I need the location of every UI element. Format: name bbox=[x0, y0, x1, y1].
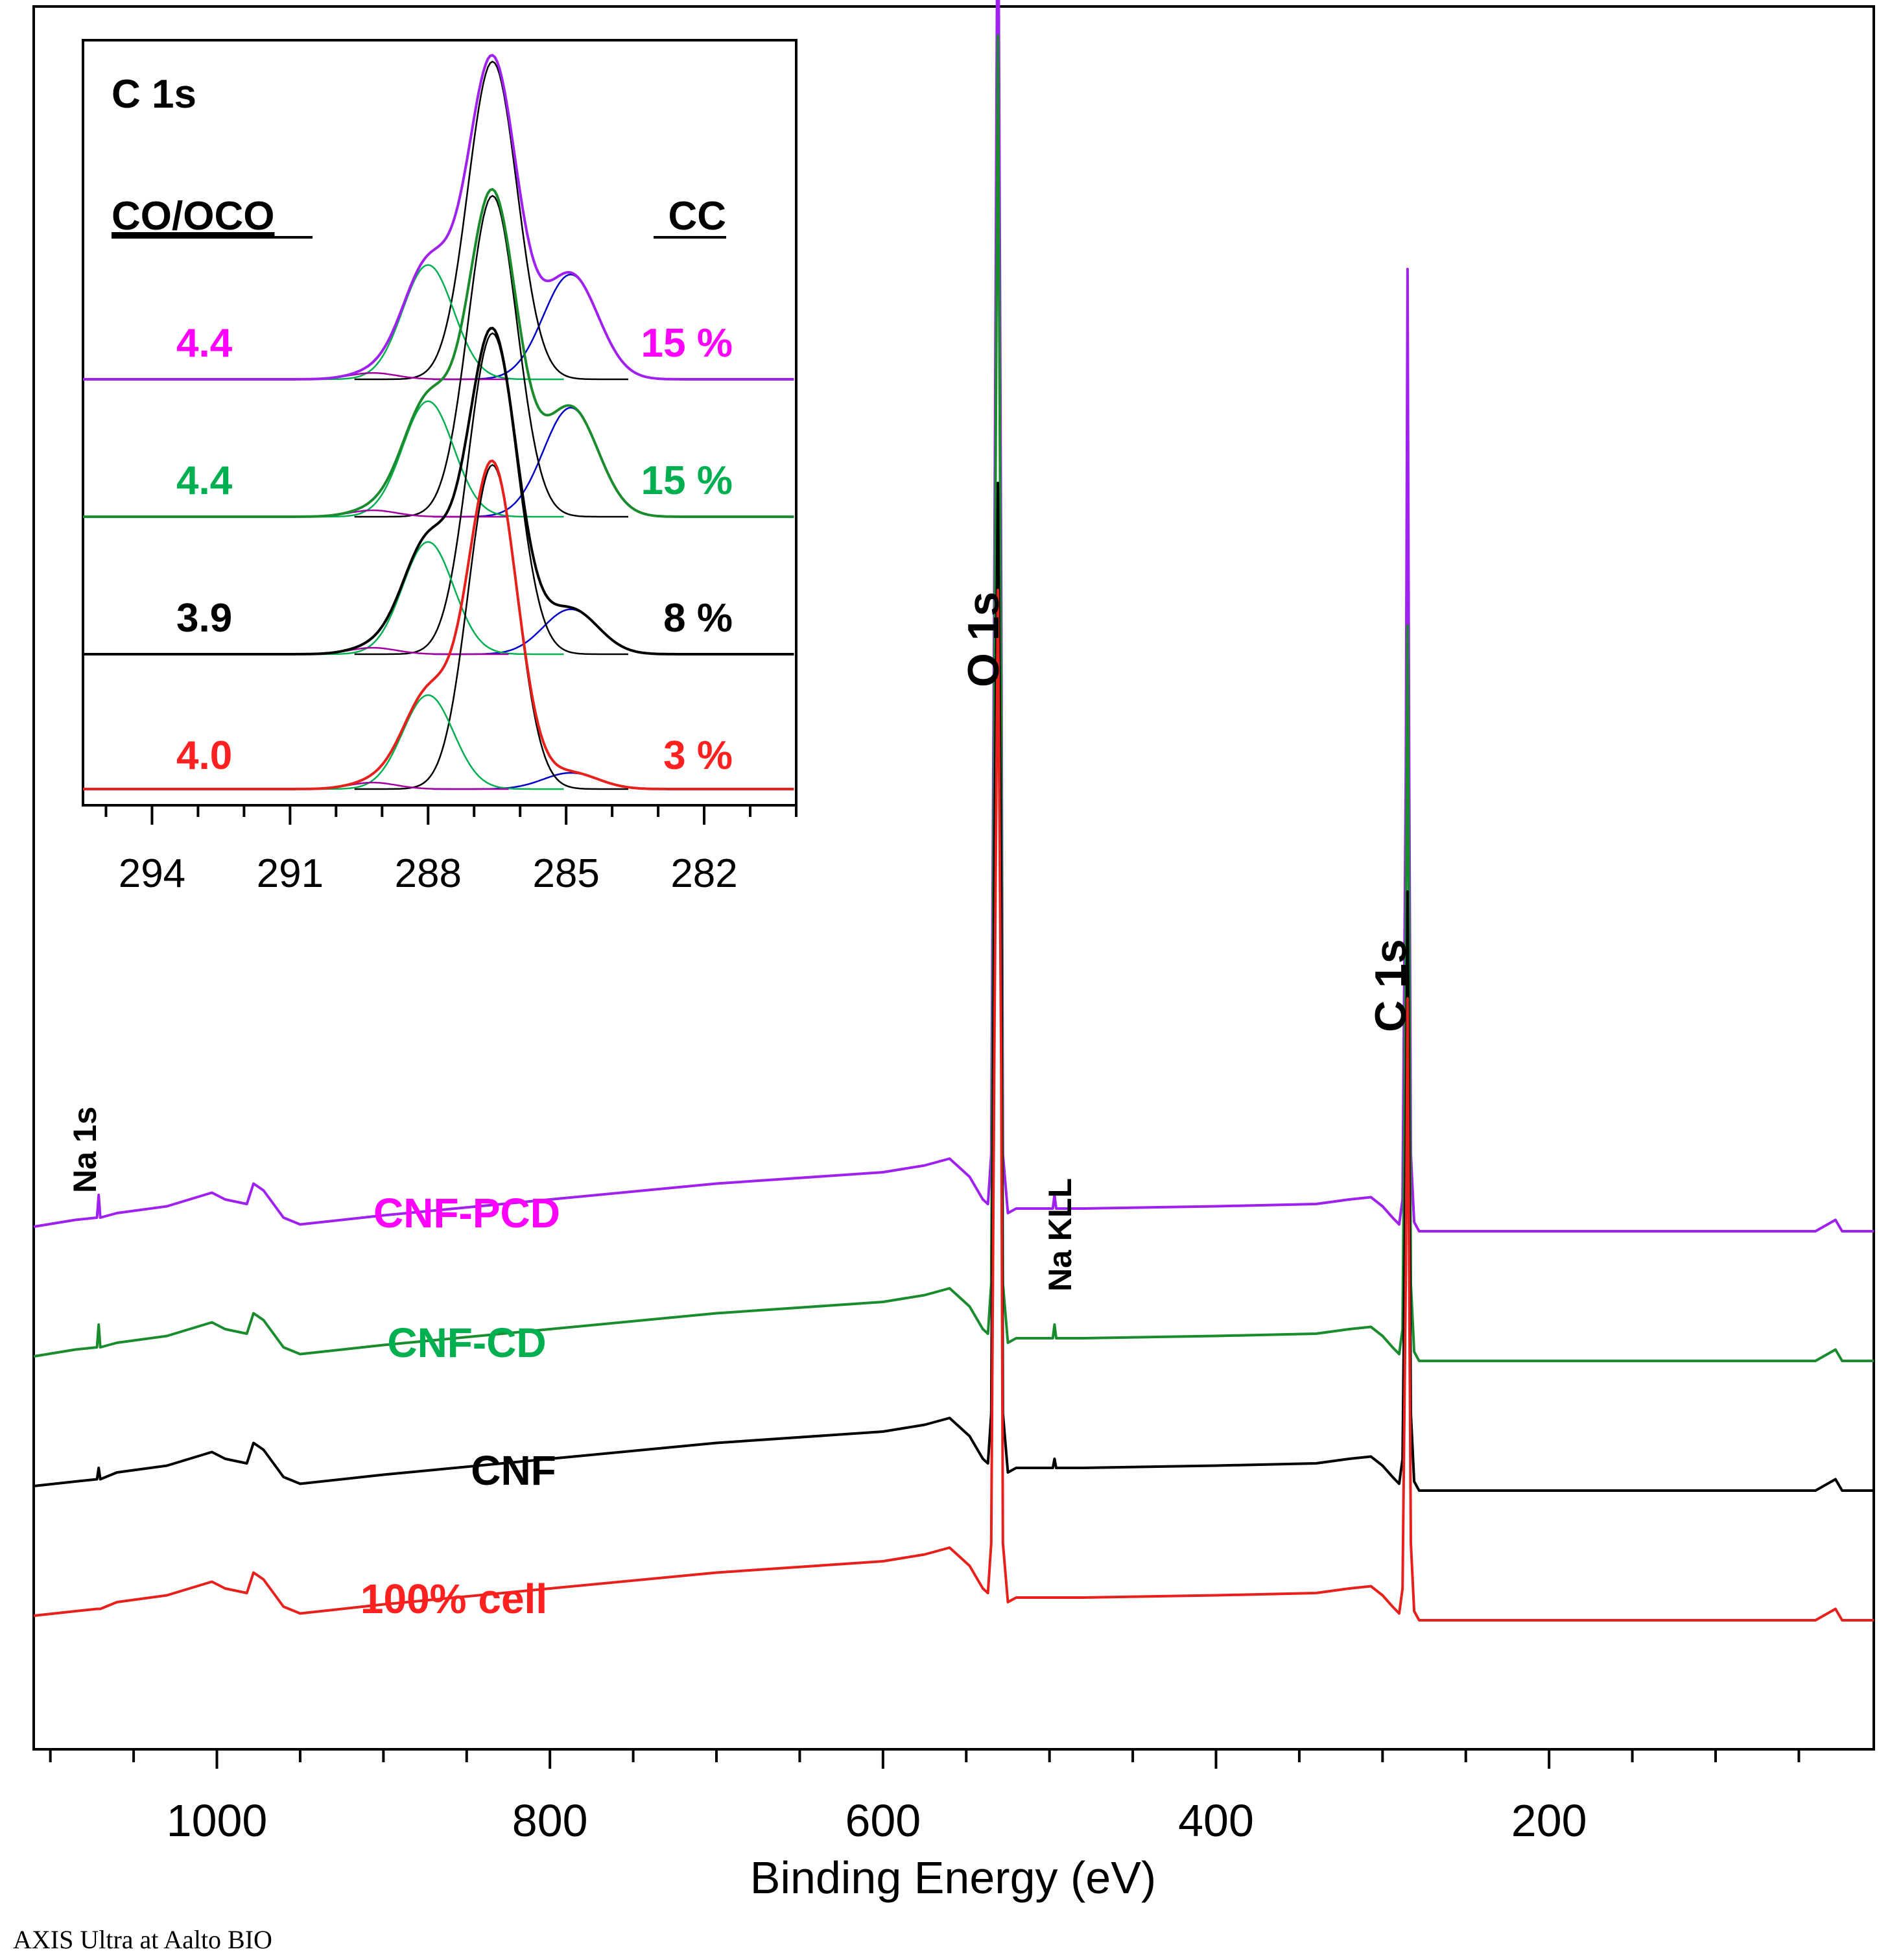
inset-title: C 1s bbox=[112, 72, 196, 117]
inset-x-tick-label-282: 282 bbox=[670, 851, 737, 896]
inset-co-oco-cnf-cd: 4.4 bbox=[176, 458, 233, 503]
inset-component-o-c-o-cnf-pcd bbox=[290, 264, 564, 381]
series-label-cnf: CNF bbox=[471, 1447, 556, 1494]
inset-component-c-o-cnf-cd bbox=[354, 195, 628, 518]
peak-label-c-1s: C 1s bbox=[1366, 939, 1415, 1032]
x-axis-title: Binding Energy (eV) bbox=[750, 1852, 1156, 1903]
peak-label-o-1s: O 1s bbox=[959, 592, 1008, 687]
inset-x-tick-label-294: 294 bbox=[119, 851, 185, 896]
survey-line-cnf-pcd bbox=[33, 0, 1874, 1233]
inset-co-oco-cnf: 3.9 bbox=[176, 596, 232, 641]
survey-line-cnf-cd bbox=[33, 34, 1874, 1362]
inset-header-cc: CC bbox=[668, 194, 726, 239]
x-tick-label-400: 400 bbox=[1178, 1795, 1254, 1846]
inset-component-o-c-o-cnf bbox=[290, 541, 564, 655]
inset-component-o-c-o-100-cell bbox=[290, 694, 564, 790]
inset-component-c-o-cnf-pcd bbox=[354, 60, 628, 381]
inset-x-tick-label-288: 288 bbox=[395, 851, 462, 896]
series-label-cnf-cd: CNF-CD bbox=[387, 1319, 546, 1366]
inset-cc-100-cell: 3 % bbox=[663, 733, 733, 778]
inset-header-co-oco: CO/OCO bbox=[112, 194, 274, 239]
inset-x-tick-label-285: 285 bbox=[532, 851, 599, 896]
inset-component-c-o-cnf bbox=[354, 332, 628, 655]
inset-co-oco-100-cell: 4.0 bbox=[176, 733, 232, 778]
peak-label-na-kll: Na KLL bbox=[1042, 1178, 1078, 1292]
inset-co-oco-cnf-pcd: 4.4 bbox=[176, 321, 233, 366]
main-plot-frame bbox=[32, 5, 1875, 1751]
inset-cc-cnf: 8 % bbox=[663, 596, 733, 641]
x-tick-label-1000: 1000 bbox=[167, 1795, 268, 1846]
survey-line-100-cell bbox=[33, 589, 1874, 1622]
peak-label-na-1s: Na 1s bbox=[67, 1107, 103, 1193]
x-tick-label-200: 200 bbox=[1511, 1795, 1587, 1846]
inset-envelope-cnf-pcd bbox=[83, 54, 794, 381]
x-tick-label-600: 600 bbox=[845, 1795, 921, 1846]
inset-envelope-100-cell bbox=[83, 459, 794, 790]
inset-cc-cnf-cd: 15 % bbox=[641, 458, 733, 503]
inset-envelope-cnf-cd bbox=[83, 188, 794, 518]
series-label-100-cell: 100% cell bbox=[360, 1576, 547, 1622]
inset-x-tick-label-291: 291 bbox=[257, 851, 324, 896]
inset-plot-frame bbox=[82, 39, 797, 807]
series-label-cnf-pcd: CNF-PCD bbox=[373, 1190, 560, 1236]
inset-envelope-cnf bbox=[83, 326, 794, 655]
instrument-footer: AXIS Ultra at Aalto BIO bbox=[13, 1925, 272, 1954]
inset-cc-cnf-pcd: 15 % bbox=[641, 321, 733, 366]
survey-line-cnf bbox=[33, 482, 1874, 1492]
x-tick-label-800: 800 bbox=[512, 1795, 588, 1846]
inset-component-o-c-o-cnf-cd bbox=[290, 400, 564, 518]
inset-component-c-o-100-cell bbox=[354, 464, 628, 790]
